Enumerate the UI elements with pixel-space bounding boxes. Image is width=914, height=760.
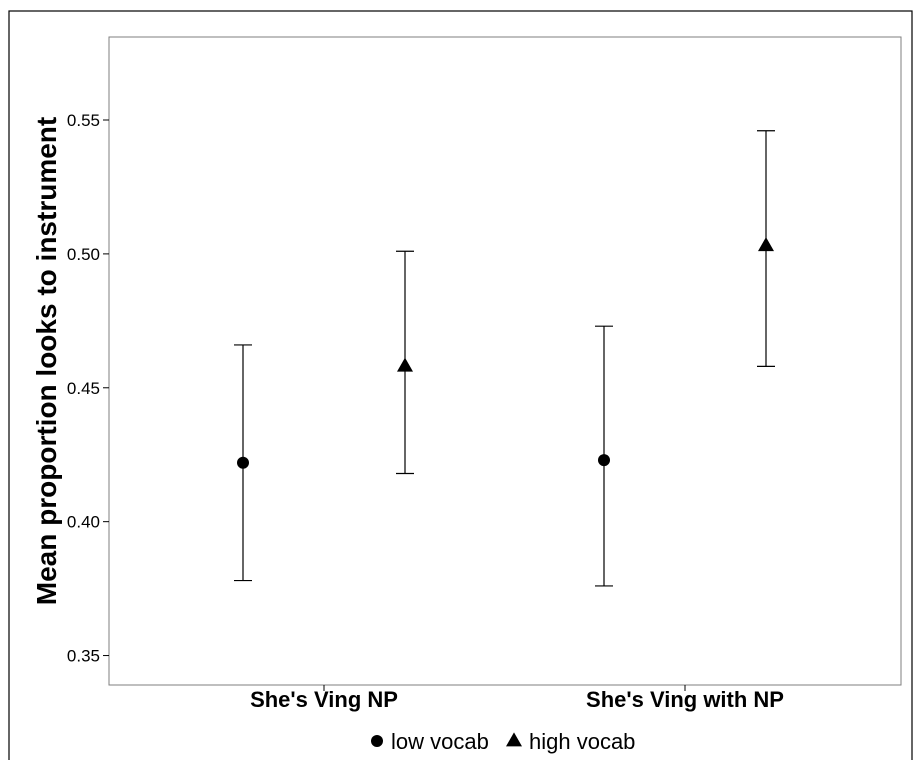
legend-label-high-vocab: high vocab	[529, 729, 635, 754]
legend-triangle-icon	[506, 732, 522, 747]
y-tick-label: 0.35	[67, 647, 100, 666]
data-point-triangle	[397, 357, 413, 372]
series-layer	[234, 130, 775, 587]
x-tick-label: She's Ving with NP	[586, 687, 784, 712]
y-axis: 0.35 0.40 0.45 0.50 0.55	[67, 111, 109, 666]
low-vocab-point-group	[595, 325, 613, 587]
data-point-circle	[598, 454, 610, 467]
legend-label-low-vocab: low vocab	[391, 729, 489, 754]
y-axis-title: Mean proportion looks to instrument	[31, 117, 62, 605]
high-vocab-point-group	[757, 130, 775, 367]
y-tick-label: 0.50	[67, 245, 100, 264]
legend-circle-icon	[371, 735, 383, 747]
data-point-circle	[237, 456, 249, 469]
y-tick-label: 0.55	[67, 111, 100, 130]
high-vocab-point-group	[396, 250, 414, 475]
low-vocab-point-group	[234, 344, 252, 582]
data-point-triangle	[758, 237, 774, 252]
y-tick-label: 0.45	[67, 379, 100, 398]
legend: low vocab high vocab	[371, 729, 635, 754]
x-axis: She's Ving NP She's Ving with NP	[250, 685, 784, 712]
x-tick-label: She's Ving NP	[250, 687, 398, 712]
figure-border	[8, 10, 913, 760]
plot-panel	[108, 36, 902, 686]
y-tick-label: 0.40	[67, 513, 100, 532]
